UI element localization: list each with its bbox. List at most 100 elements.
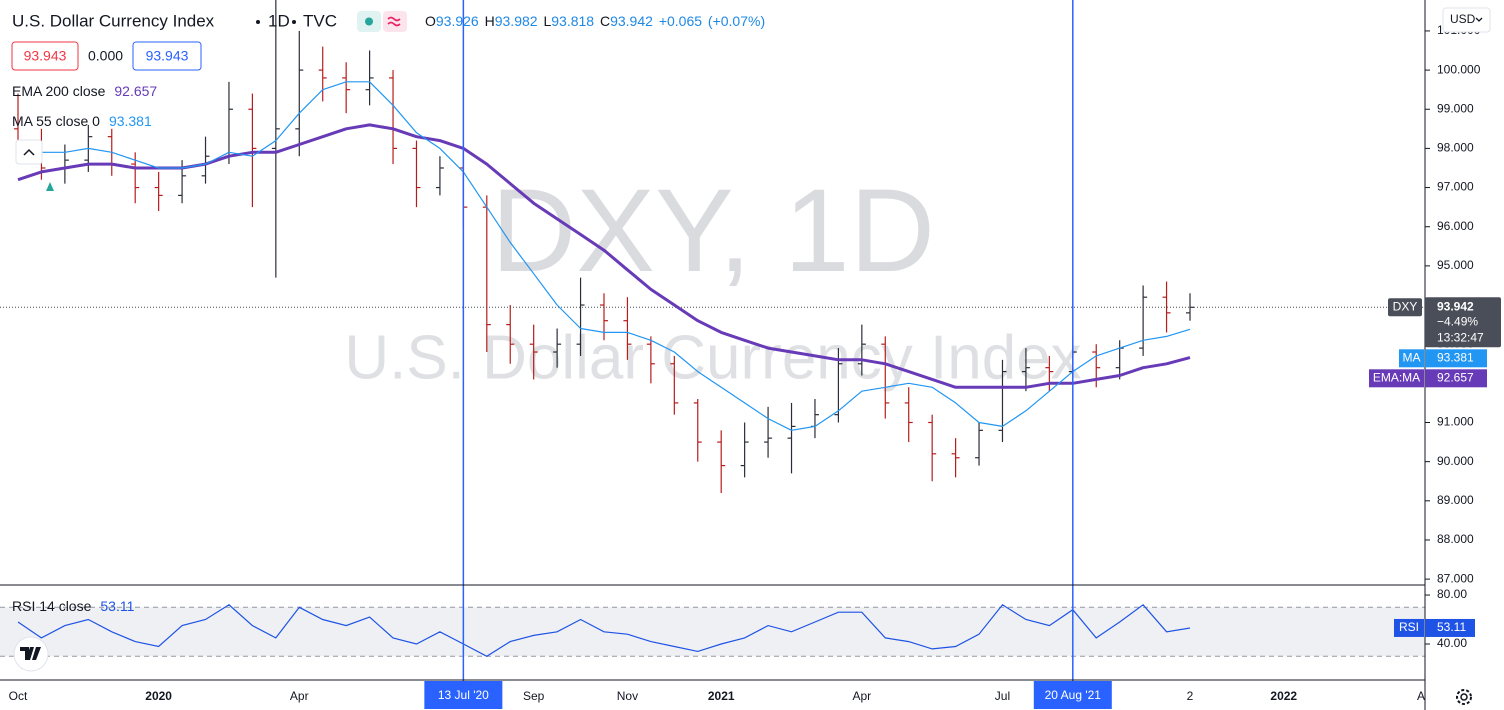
interval[interactable]: 1D — [268, 11, 290, 30]
x-tick-label: 2020 — [145, 689, 172, 703]
price-bars — [14, 0, 1194, 493]
indicator-tag: MA — [1403, 350, 1421, 364]
indicator-lines — [0, 81, 1425, 431]
indicator-value-box — [1425, 369, 1487, 388]
rsi-tick-label: 40.00 — [1437, 636, 1467, 650]
countdown: 13:32:47 — [1437, 330, 1484, 344]
currency[interactable]: USD — [1450, 12, 1476, 26]
last-symbol: DXY — [1393, 299, 1418, 313]
marker-label-box — [1033, 681, 1112, 709]
x-tick-label: 2 — [1187, 689, 1194, 703]
ohlc-value: 93.818 — [551, 13, 594, 29]
indicator-legend[interactable]: MA 55 close 0 93.381 — [12, 113, 152, 129]
indicator-legend[interactable]: EMA 200 close 92.657 — [12, 83, 157, 99]
last-price: 93.942 — [1437, 299, 1474, 313]
ohlc-value: 93.926 — [436, 13, 479, 29]
watermark-name: U.S. Dollar Currency Index — [344, 323, 1081, 392]
rsi-value-box — [1425, 618, 1475, 637]
rsi-band — [0, 607, 1425, 657]
buy-button[interactable] — [132, 41, 202, 71]
chevron — [1475, 17, 1483, 22]
indicator-value-box — [1425, 349, 1487, 368]
separator-dot — [292, 20, 296, 24]
spread: 0.000 — [88, 48, 123, 64]
ohlc-label: H — [485, 13, 495, 29]
x-tick-label: Nov — [617, 689, 638, 703]
x-tick-label: 2022 — [1270, 689, 1297, 703]
indicator-value: 93.381 — [1437, 350, 1474, 364]
last-price-box — [1425, 297, 1501, 348]
x-tick-label: Sep — [523, 689, 545, 703]
indicator-name: MA 55 close 0 — [12, 113, 100, 129]
y-tick-label: 91.000 — [1437, 415, 1474, 429]
ohlc-value: 93.982 — [495, 13, 538, 29]
change-percent: (+0.07%) — [708, 13, 765, 29]
market-status-dot — [365, 17, 373, 26]
rsi-tag-box — [1394, 618, 1424, 637]
sell-price[interactable]: 93.943 — [24, 48, 67, 64]
signal-arrow — [46, 182, 54, 191]
indicator-tag-box — [1399, 349, 1424, 368]
rsi-pane — [0, 603, 1425, 657]
indicator-value: 92.657 — [1437, 370, 1474, 384]
ohlc-label: L — [543, 13, 551, 29]
separator-dot — [256, 20, 260, 24]
last-symbol-box — [1388, 298, 1422, 317]
gear-teeth — [1456, 689, 1472, 705]
currency-select[interactable] — [1442, 7, 1491, 33]
y-tick-label: 97.000 — [1437, 180, 1474, 194]
rsi-value: 53.11 — [100, 598, 134, 614]
sell-button[interactable] — [11, 41, 79, 71]
ohlc-value: 93.942 — [610, 13, 653, 29]
indicator-name: EMA 200 close — [12, 83, 106, 99]
rsi-legend[interactable]: RSI 14 close 53.11 — [12, 598, 135, 614]
y-tick-label: 98.000 — [1437, 141, 1474, 155]
ohlc-label: O — [425, 13, 436, 29]
indicator-line — [17, 81, 1191, 431]
rsi-tag: RSI — [1399, 620, 1419, 634]
collapse-button[interactable] — [15, 139, 43, 165]
ohlc-label: C — [600, 13, 610, 29]
ohlc-legend: O93.926 H93.982 L93.818 C93.942 +0.065 (… — [425, 13, 765, 29]
settings-button[interactable] — [1456, 689, 1472, 705]
indicator-value: 92.657 — [114, 83, 157, 99]
delay-status[interactable] — [383, 11, 407, 32]
y-tick-label: 87.000 — [1437, 571, 1474, 585]
time-axis: Oct 2020 Apr 13 Jul '20 Sep Nov 2021 Apr Jul 20 A… — [9, 681, 1432, 709]
indicator-value: 93.381 — [109, 113, 152, 129]
rsi-line — [17, 603, 1191, 657]
rsi-value-tag: 53.11 — [1437, 620, 1466, 634]
gear-hub — [1460, 693, 1468, 701]
y-tick-label: 99.000 — [1437, 101, 1474, 115]
y-tick-label: 95.000 — [1437, 258, 1474, 272]
source: TVC — [303, 11, 337, 30]
y-tick-label: 88.000 — [1437, 532, 1474, 546]
price-tags: DXY 93.942−4.49% 13:32:47 MA 93.381 EMA:MA 92.… — [1369, 297, 1501, 637]
collapse-icon — [23, 148, 35, 156]
tv-logo-mark — [20, 647, 41, 660]
indicator-tag: EMA:MA — [1373, 370, 1420, 384]
x-tick-label: Apr — [290, 689, 309, 703]
y-tick-label: 100.000 — [1437, 62, 1481, 76]
symbol-title[interactable]: U.S. Dollar Currency Index — [12, 11, 215, 30]
y-tick-label: 90.000 — [1437, 454, 1474, 468]
marker-label-box — [424, 681, 503, 709]
marker-label: 20 Aug '21 — [1045, 688, 1102, 702]
y-tick-label: 96.000 — [1437, 219, 1474, 233]
last-change: −4.49% — [1437, 314, 1478, 328]
indicator-tag-box — [1369, 369, 1424, 388]
change: +0.065 — [659, 13, 702, 29]
watermark-symbol: DXY, 1D — [491, 165, 935, 297]
delay-icon — [387, 16, 401, 27]
rsi-name: RSI 14 close — [12, 598, 92, 614]
x-tick-label: Oct — [9, 689, 28, 703]
y-tick-label: 89.000 — [1437, 493, 1474, 507]
rsi-tick-label: 80.00 — [1437, 587, 1467, 601]
x-tick-label: 2021 — [708, 689, 735, 703]
x-tick-label: Ap — [1417, 689, 1432, 703]
buy-price[interactable]: 93.943 — [146, 48, 189, 64]
markers — [462, 0, 1074, 681]
x-tick-label: Jul — [995, 689, 1010, 703]
